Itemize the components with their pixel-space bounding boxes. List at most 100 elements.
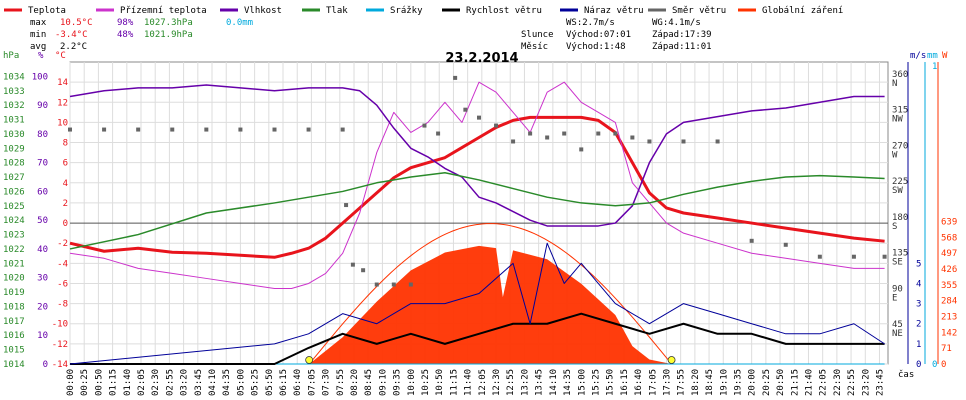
x-tick-label: 07:55	[336, 369, 346, 396]
legend-label: Náraz větru	[584, 6, 644, 16]
stat-min-temp: -3.4°C	[55, 30, 88, 40]
direction-point	[136, 127, 141, 132]
x-tick-label: 15:25	[591, 369, 601, 396]
tick-humidity: 10	[37, 331, 48, 341]
x-tick-label: 08:20	[350, 369, 360, 396]
astro-wg: WG:4.1m/s	[652, 18, 701, 28]
tick-temperature: 6	[63, 159, 68, 169]
tick-humidity: 0	[43, 360, 48, 370]
x-tick-label: 14:10	[549, 369, 559, 396]
unit-pct: %	[38, 51, 44, 61]
tick-humidity: 100	[32, 72, 48, 82]
tick-wind: 3	[916, 300, 921, 310]
direction-point	[344, 203, 349, 208]
direction-point	[647, 139, 652, 144]
x-tick-label: 05:25	[251, 369, 261, 396]
axes: 1014101510161017101810191020102110221023…	[3, 62, 957, 370]
x-tick-label: 23:20	[861, 369, 871, 396]
tick-radiation: 426	[941, 265, 957, 275]
tick-temperature: -10	[52, 320, 68, 330]
tick-radiation: 142	[941, 328, 957, 338]
x-tick-label: 15:00	[577, 369, 587, 396]
tick-humidity: 30	[37, 274, 48, 284]
x-tick-label: 02:05	[137, 369, 147, 396]
tick-direction: 315	[892, 106, 908, 116]
direction-point	[408, 282, 413, 287]
stat-min-press: 1021.9hPa	[144, 30, 193, 40]
tick-radiation: 355	[941, 281, 957, 291]
tick-direction-label: N	[892, 79, 897, 89]
stat-min-hum: 48%	[117, 30, 134, 40]
astro-mesic-label: Měsíc	[521, 42, 548, 52]
tick-humidity: 90	[37, 101, 48, 111]
x-tick-label: 20:25	[762, 369, 772, 396]
x-tick-label: 09:35	[393, 369, 403, 396]
astro-sun-set: Západ:17:39	[652, 30, 712, 40]
sunrise-marker	[305, 356, 314, 364]
x-tick-label: 09:10	[378, 369, 388, 396]
direction-point	[391, 282, 396, 287]
direction-points	[68, 75, 887, 364]
sunset-marker	[667, 356, 676, 364]
tick-direction: 135	[892, 249, 908, 259]
x-tick-label: 03:45	[194, 369, 204, 396]
x-tick-label: 01:15	[109, 369, 119, 396]
astro-sun-rise: Východ:07:01	[566, 30, 631, 40]
tick-radiation: 284	[941, 297, 957, 307]
direction-point	[272, 127, 277, 132]
x-tick-label: 13:45	[535, 369, 545, 396]
tick-wind: 5	[916, 259, 921, 269]
tick-pressure: 1023	[3, 231, 25, 241]
radiation-theoretical-curve	[308, 223, 671, 365]
tick-pressure: 1021	[3, 259, 25, 269]
series-vlhkost	[69, 84, 885, 227]
direction-point	[306, 127, 311, 132]
x-tick-label: 04:10	[208, 369, 218, 396]
tick-pressure: 1024	[3, 216, 25, 226]
chart-title: 23.2.2014	[445, 51, 518, 66]
tick-temperature: -14	[52, 360, 68, 370]
tick-pressure: 1034	[3, 72, 25, 82]
x-axis-ticks: 00:00 00:25 00:50 01:15 01:40 02:05 02:30 02:55…	[66, 369, 885, 396]
series-globalni-zareni	[309, 245, 672, 364]
direction-point	[630, 135, 635, 140]
x-tick-label: 15:50	[606, 369, 616, 396]
tick-pressure: 1022	[3, 245, 25, 255]
legend-label: Přízemní teplota	[120, 6, 207, 16]
direction-point	[817, 254, 822, 259]
tick-pressure: 1029	[3, 144, 25, 154]
tick-direction: 360	[892, 70, 908, 80]
x-tick-label: 05:50	[265, 369, 275, 396]
stat-max-label: max	[30, 18, 47, 28]
x-tick-label: 08:45	[364, 369, 374, 396]
tick-direction-label: NE	[892, 329, 903, 339]
tick-pressure: 1019	[3, 288, 25, 298]
tick-temperature: 0	[63, 219, 68, 229]
legend-label: Globální záření	[762, 6, 843, 16]
tick-wind: 1	[916, 340, 921, 350]
astro-moon-set: Západ:11:01	[652, 42, 712, 52]
tick-temperature: -12	[52, 340, 68, 350]
direction-point	[68, 127, 72, 132]
tick-pressure: 1018	[3, 302, 25, 312]
direction-point	[361, 268, 366, 273]
direction-point	[882, 254, 887, 259]
x-tick-label: 12:05	[478, 369, 488, 396]
astro-slunce-label: Slunce	[521, 30, 554, 40]
tick-direction-label: SE	[892, 258, 903, 268]
x-tick-label: 04:35	[222, 369, 232, 396]
x-tick-label: 06:40	[293, 369, 303, 396]
tick-pressure: 1028	[3, 159, 25, 169]
tick-humidity: 70	[37, 159, 48, 169]
tick-humidity: 40	[37, 245, 48, 255]
x-tick-label: 05:00	[236, 369, 246, 396]
x-tick-label: 10:25	[421, 369, 431, 396]
tick-direction: 225	[892, 177, 908, 187]
stats-block: max 10.5°C 98% 1027.3hPa 0.0mm min -3.4°…	[30, 18, 253, 52]
x-tick-label: 18:45	[705, 369, 715, 396]
tick-pressure: 1014	[3, 360, 25, 370]
x-tick-label: 07:05	[307, 369, 317, 396]
x-tick-label: 19:10	[719, 369, 729, 396]
astro-block: WS:2.7m/s WG:4.1m/s Slunce Východ:07:01 …	[521, 18, 712, 52]
